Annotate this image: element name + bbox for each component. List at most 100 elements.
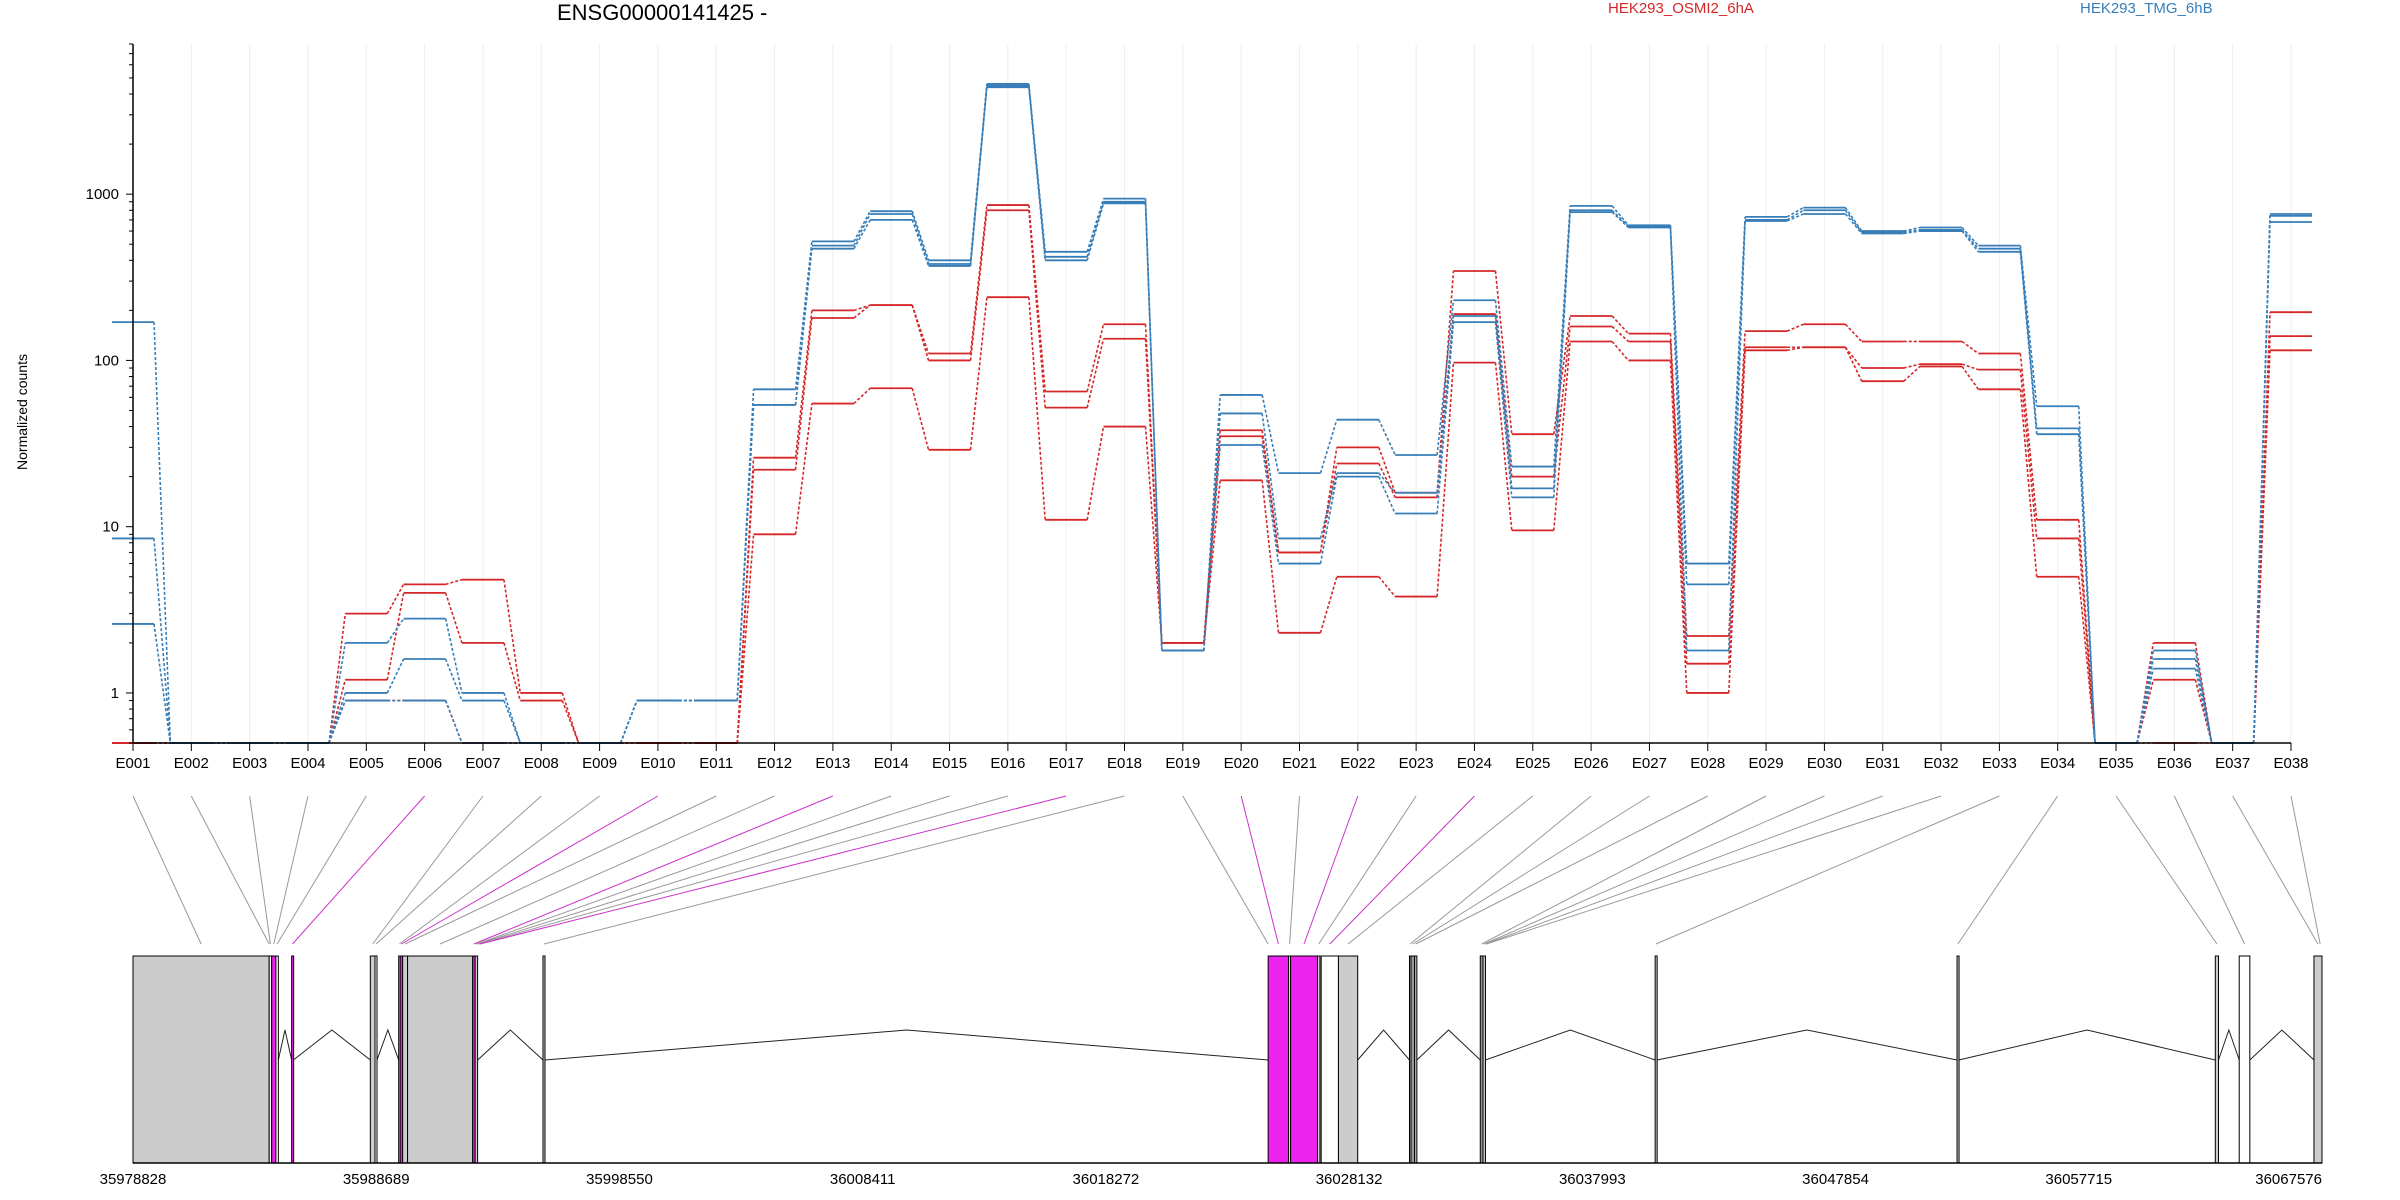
x-tick-label-e029: E029 — [1749, 755, 1784, 772]
x-tick-label-e022: E022 — [1340, 755, 1375, 772]
exon-bin-25 — [1482, 955, 1486, 1164]
bin-connector-e019 — [1182, 795, 1269, 945]
bin-connector-e015 — [477, 795, 950, 945]
x-tick-label-e032: E032 — [1924, 755, 1959, 772]
exon-bin-26 — [1654, 955, 1658, 1164]
intron-4 — [477, 1029, 544, 1061]
bin-connector-e004 — [273, 795, 309, 945]
bin-connector-e002 — [190, 795, 270, 945]
bin-connector-e022 — [1303, 795, 1359, 945]
x-tick-label-e006: E006 — [407, 755, 442, 772]
bin-connector-e023 — [1318, 795, 1417, 945]
y-tick-label-1000: 1000 — [86, 186, 119, 203]
x-tick-label-e018: E018 — [1107, 755, 1142, 772]
exon-bin-4 — [275, 955, 279, 1164]
exon-bin-30 — [2313, 955, 2323, 1164]
genomic-tick-label-36067576: 36067576 — [2255, 1171, 2322, 1188]
x-tick-label-e025: E025 — [1515, 755, 1550, 772]
genomic-tick-label-36057715: 36057715 — [2045, 1171, 2112, 1188]
bin-connector-e025 — [1347, 795, 1534, 945]
intron-10 — [1958, 1029, 2216, 1061]
y-tick-label-100: 100 — [94, 352, 119, 369]
bin-connector-e014 — [476, 795, 892, 945]
intron-5 — [544, 1029, 1269, 1061]
x-tick-label-e002: E002 — [174, 755, 209, 772]
exon-bin-20 — [1337, 955, 1359, 1164]
bin-connector-e038 — [2290, 795, 2321, 945]
x-tick-label-e015: E015 — [932, 755, 967, 772]
x-tick-label-e028: E028 — [1690, 755, 1725, 772]
bin-connector-e031 — [1485, 795, 1883, 945]
bin-connector-e017 — [479, 795, 1067, 945]
genomic-tick-label-35988689: 35988689 — [343, 1171, 410, 1188]
x-tick-label-e030: E030 — [1807, 755, 1842, 772]
bin-connector-e007 — [372, 795, 484, 945]
bin-connector-e030 — [1484, 795, 1825, 945]
series-1-connectors — [154, 204, 2271, 744]
series-5-connectors — [153, 85, 2271, 744]
bin-connector-e024 — [1329, 795, 1475, 945]
x-tick-label-e021: E021 — [1282, 755, 1317, 772]
x-tick-label-e007: E007 — [465, 755, 500, 772]
bin-connector-e036 — [2173, 795, 2245, 945]
x-tick-label-e005: E005 — [349, 755, 384, 772]
genomic-tick-label-36047854: 36047854 — [1802, 1171, 1869, 1188]
x-tick-label-e024: E024 — [1457, 755, 1492, 772]
bin-connector-e016 — [478, 795, 1008, 945]
x-tick-label-e011: E011 — [699, 755, 733, 772]
intron-1 — [277, 1029, 293, 1061]
bin-connector-e029 — [1481, 795, 1767, 945]
intron-7 — [1416, 1029, 1481, 1061]
x-tick-label-e008: E008 — [524, 755, 559, 772]
x-tick-label-e004: E004 — [290, 755, 325, 772]
x-tick-label-e017: E017 — [1049, 755, 1084, 772]
x-tick-label-e026: E026 — [1574, 755, 1609, 772]
exon-bin-13 — [474, 955, 479, 1164]
intron-6 — [1357, 1029, 1410, 1061]
exon-bin-28 — [2214, 955, 2220, 1164]
x-tick-label-e035: E035 — [2099, 755, 2134, 772]
bin-connector-e013 — [473, 795, 834, 945]
y-tick-label-10: 10 — [102, 519, 119, 536]
series-4-connectors — [153, 83, 2271, 744]
y-tick-label-1: 1 — [111, 685, 119, 702]
x-tick-label-e016: E016 — [990, 755, 1025, 772]
x-tick-label-e014: E014 — [874, 755, 909, 772]
exon-bin-18 — [1316, 955, 1321, 1164]
legend-entry-osmi2: HEK293_OSMI2_6hA — [1608, 0, 1754, 17]
series-6-connectors — [153, 87, 2271, 744]
x-tick-label-e012: E012 — [757, 755, 792, 772]
genomic-tick-label-36018272: 36018272 — [1073, 1171, 1140, 1188]
intron-2 — [293, 1029, 371, 1061]
x-tick-label-e036: E036 — [2157, 755, 2192, 772]
x-tick-label-e027: E027 — [1632, 755, 1667, 772]
genomic-tick-label-36028132: 36028132 — [1316, 1171, 1383, 1188]
exon-bin-5 — [291, 955, 295, 1164]
bin-connector-e021 — [1289, 795, 1300, 945]
exon-bin-10 — [402, 955, 409, 1164]
bin-connector-e011 — [404, 795, 717, 945]
x-tick-label-e009: E009 — [582, 755, 617, 772]
intron-11 — [2218, 1028, 2240, 1061]
exon-bin-23 — [1414, 955, 1418, 1164]
x-tick-label-e001: E001 — [115, 755, 150, 772]
bin-connector-e005 — [276, 795, 367, 945]
bin-connector-e037 — [2232, 795, 2319, 945]
genomic-tick-label-36037993: 36037993 — [1559, 1171, 1626, 1188]
genomic-tick-label-36008411: 36008411 — [830, 1171, 896, 1188]
exon-bin-11 — [407, 955, 474, 1164]
bin-connector-e006 — [292, 795, 425, 945]
exon-bin-22 — [1410, 955, 1416, 1164]
bin-connector-e035 — [2115, 795, 2218, 945]
x-tick-label-e010: E010 — [640, 755, 675, 772]
exon-bin-19 — [1320, 955, 1339, 1164]
bin-connector-e008 — [375, 795, 542, 945]
bin-connector-e026 — [1409, 795, 1592, 945]
genomic-tick-label-35998550: 35998550 — [586, 1171, 653, 1188]
x-tick-label-e034: E034 — [2040, 755, 2075, 772]
x-tick-label-e023: E023 — [1399, 755, 1434, 772]
bin-connector-e034 — [1957, 795, 2059, 945]
intron-3 — [376, 1028, 400, 1061]
bin-connector-e032 — [1486, 795, 1942, 945]
